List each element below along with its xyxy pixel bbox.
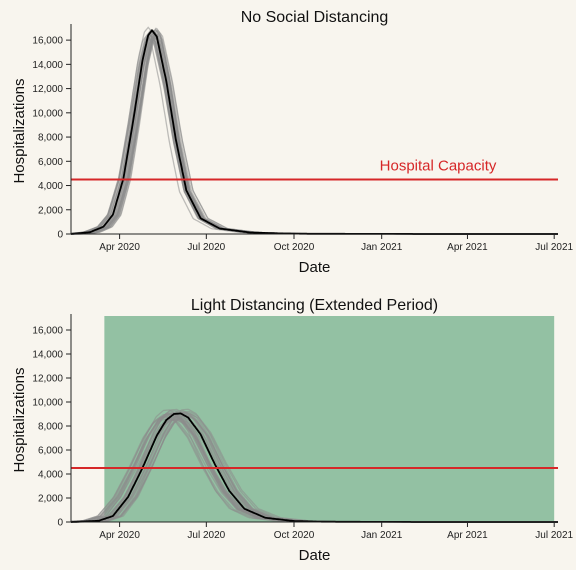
ensemble-trajectory <box>71 30 558 235</box>
y-tick-label: 2,000 <box>38 205 63 216</box>
y-axis-label: Hospitalizations <box>11 78 28 183</box>
y-tick-label: 8,000 <box>38 422 63 433</box>
x-tick-label: Apr 2020 <box>99 530 140 541</box>
y-tick-label: 14,000 <box>32 350 63 361</box>
chart-title: Light Distancing (Extended Period) <box>191 297 438 314</box>
y-tick-label: 0 <box>57 518 63 529</box>
y-tick-label: 12,000 <box>32 374 63 385</box>
ensemble-group <box>70 26 558 235</box>
x-tick-label: Jul 2021 <box>535 530 573 541</box>
y-tick-label: 0 <box>57 230 63 241</box>
y-tick-label: 8,000 <box>38 133 63 144</box>
x-tick-label: Oct 2020 <box>274 530 315 541</box>
x-tick-label: Oct 2020 <box>274 242 315 253</box>
chart-no-social-distancing: Hospital Capacity 0 2,000 4,000 6,000 8,000 10… <box>11 9 574 276</box>
y-tick-label: 4,000 <box>38 181 63 192</box>
x-tick-label: Jan 2021 <box>361 242 403 253</box>
y-tick-label: 6,000 <box>38 446 63 457</box>
x-tick-label: Jan 2021 <box>361 530 403 541</box>
y-tick-label: 2,000 <box>38 494 63 505</box>
y-tick-label: 6,000 <box>38 157 63 168</box>
x-axis-label: Date <box>299 259 331 276</box>
x-tick-label: Apr 2021 <box>447 242 488 253</box>
x-tick-label: Apr 2020 <box>99 242 140 253</box>
x-axis-label: Date <box>299 547 331 564</box>
y-tick-label: 14,000 <box>32 60 63 71</box>
hospital-capacity-label: Hospital Capacity <box>380 157 497 174</box>
y-tick-label: 4,000 <box>38 470 63 481</box>
y-tick-label: 16,000 <box>32 326 63 337</box>
y-tick-label: 10,000 <box>32 398 63 409</box>
chart-title: No Social Distancing <box>241 9 389 26</box>
x-tick-label: Apr 2021 <box>447 530 488 541</box>
y-tick-label: 16,000 <box>32 36 63 47</box>
x-tick-label: Jul 2020 <box>187 242 225 253</box>
y-tick-label: 10,000 <box>32 108 63 119</box>
chart-light-distancing: 0 2,000 4,000 6,000 8,000 10,000 12,000 14,000 1… <box>11 297 574 564</box>
y-tick-label: 12,000 <box>32 84 63 95</box>
x-tick-label: Jul 2021 <box>535 242 573 253</box>
y-axis-label: Hospitalizations <box>11 367 28 472</box>
x-tick-label: Jul 2020 <box>187 530 225 541</box>
